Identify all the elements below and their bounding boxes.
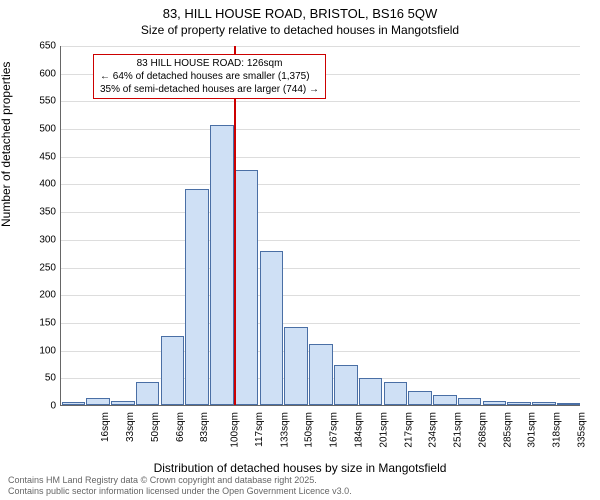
x-tick-label: 16sqm [100, 412, 111, 442]
x-tick-label: 50sqm [150, 412, 161, 442]
title-line2: Size of property relative to detached ho… [0, 23, 600, 37]
chart-title-block: 83, HILL HOUSE ROAD, BRISTOL, BS16 5QW S… [0, 6, 600, 37]
gridline [61, 240, 580, 241]
gridline [61, 268, 580, 269]
plot-area: 0501001502002503003504004505005506006501… [60, 46, 580, 406]
reference-line [234, 46, 236, 405]
gridline [61, 184, 580, 185]
gridline [61, 212, 580, 213]
histogram-bar [507, 402, 531, 405]
y-tick-label: 400 [26, 179, 56, 190]
histogram-bar [334, 365, 358, 405]
x-axis-label: Distribution of detached houses by size … [0, 461, 600, 475]
y-tick-label: 500 [26, 124, 56, 135]
y-tick-label: 100 [26, 345, 56, 356]
y-tick-label: 350 [26, 207, 56, 218]
histogram-bar [384, 382, 408, 405]
x-tick-label: 251sqm [453, 412, 464, 448]
annotation-box: 83 HILL HOUSE ROAD: 126sqm← 64% of detac… [93, 54, 326, 99]
histogram-bar [408, 391, 432, 405]
y-tick-label: 50 [26, 373, 56, 384]
x-tick-label: 133sqm [279, 412, 290, 448]
histogram-bar [483, 401, 507, 405]
annotation-line: 35% of semi-detached houses are larger (… [100, 83, 319, 96]
y-tick-label: 200 [26, 290, 56, 301]
gridline [61, 129, 580, 130]
footer-line1: Contains HM Land Registry data © Crown c… [8, 475, 352, 486]
gridline [61, 46, 580, 47]
annotation-line: ← 64% of detached houses are smaller (1,… [100, 70, 319, 83]
x-tick-label: 201sqm [378, 412, 389, 448]
histogram-bar [111, 401, 135, 405]
histogram-bar [309, 344, 333, 405]
histogram-bar [185, 189, 209, 405]
x-tick-label: 234sqm [428, 412, 439, 448]
x-tick-label: 217sqm [403, 412, 414, 448]
histogram-bar [210, 125, 234, 405]
gridline [61, 157, 580, 158]
x-tick-label: 335sqm [576, 412, 587, 448]
gridline [61, 101, 580, 102]
gridline [61, 295, 580, 296]
x-tick-label: 100sqm [230, 412, 241, 448]
histogram-bar [557, 403, 581, 405]
histogram-bar [284, 327, 308, 405]
histogram-bar [86, 398, 110, 405]
x-tick-label: 285sqm [502, 412, 513, 448]
histogram-bar [235, 170, 259, 405]
x-tick-label: 117sqm [254, 412, 265, 447]
histogram-bar [458, 398, 482, 405]
histogram-bar [433, 395, 457, 405]
annotation-line: 83 HILL HOUSE ROAD: 126sqm [100, 57, 319, 70]
histogram-bar [161, 336, 185, 405]
y-axis-label: Number of detached properties [0, 62, 13, 227]
x-tick-label: 184sqm [354, 412, 365, 448]
y-tick-label: 450 [26, 151, 56, 162]
footer-line2: Contains public sector information licen… [8, 486, 352, 497]
histogram-bar [532, 402, 556, 405]
histogram-bar [136, 382, 160, 405]
y-tick-label: 550 [26, 96, 56, 107]
histogram-bar [359, 378, 383, 405]
footer-text: Contains HM Land Registry data © Crown c… [8, 475, 352, 497]
y-tick-label: 250 [26, 262, 56, 273]
y-tick-label: 0 [26, 401, 56, 412]
x-tick-label: 301sqm [527, 412, 538, 448]
x-tick-label: 167sqm [329, 412, 340, 448]
title-line1: 83, HILL HOUSE ROAD, BRISTOL, BS16 5QW [0, 6, 600, 21]
histogram-bar [62, 402, 86, 405]
x-tick-label: 66sqm [175, 412, 186, 442]
y-tick-label: 600 [26, 68, 56, 79]
histogram-bar [260, 251, 284, 405]
y-tick-label: 150 [26, 317, 56, 328]
x-tick-label: 318sqm [552, 412, 563, 448]
x-tick-label: 150sqm [304, 412, 315, 448]
x-tick-label: 33sqm [125, 412, 136, 442]
y-tick-label: 300 [26, 234, 56, 245]
y-tick-label: 650 [26, 41, 56, 52]
x-tick-label: 83sqm [199, 412, 210, 442]
gridline [61, 323, 580, 324]
x-tick-label: 268sqm [477, 412, 488, 448]
